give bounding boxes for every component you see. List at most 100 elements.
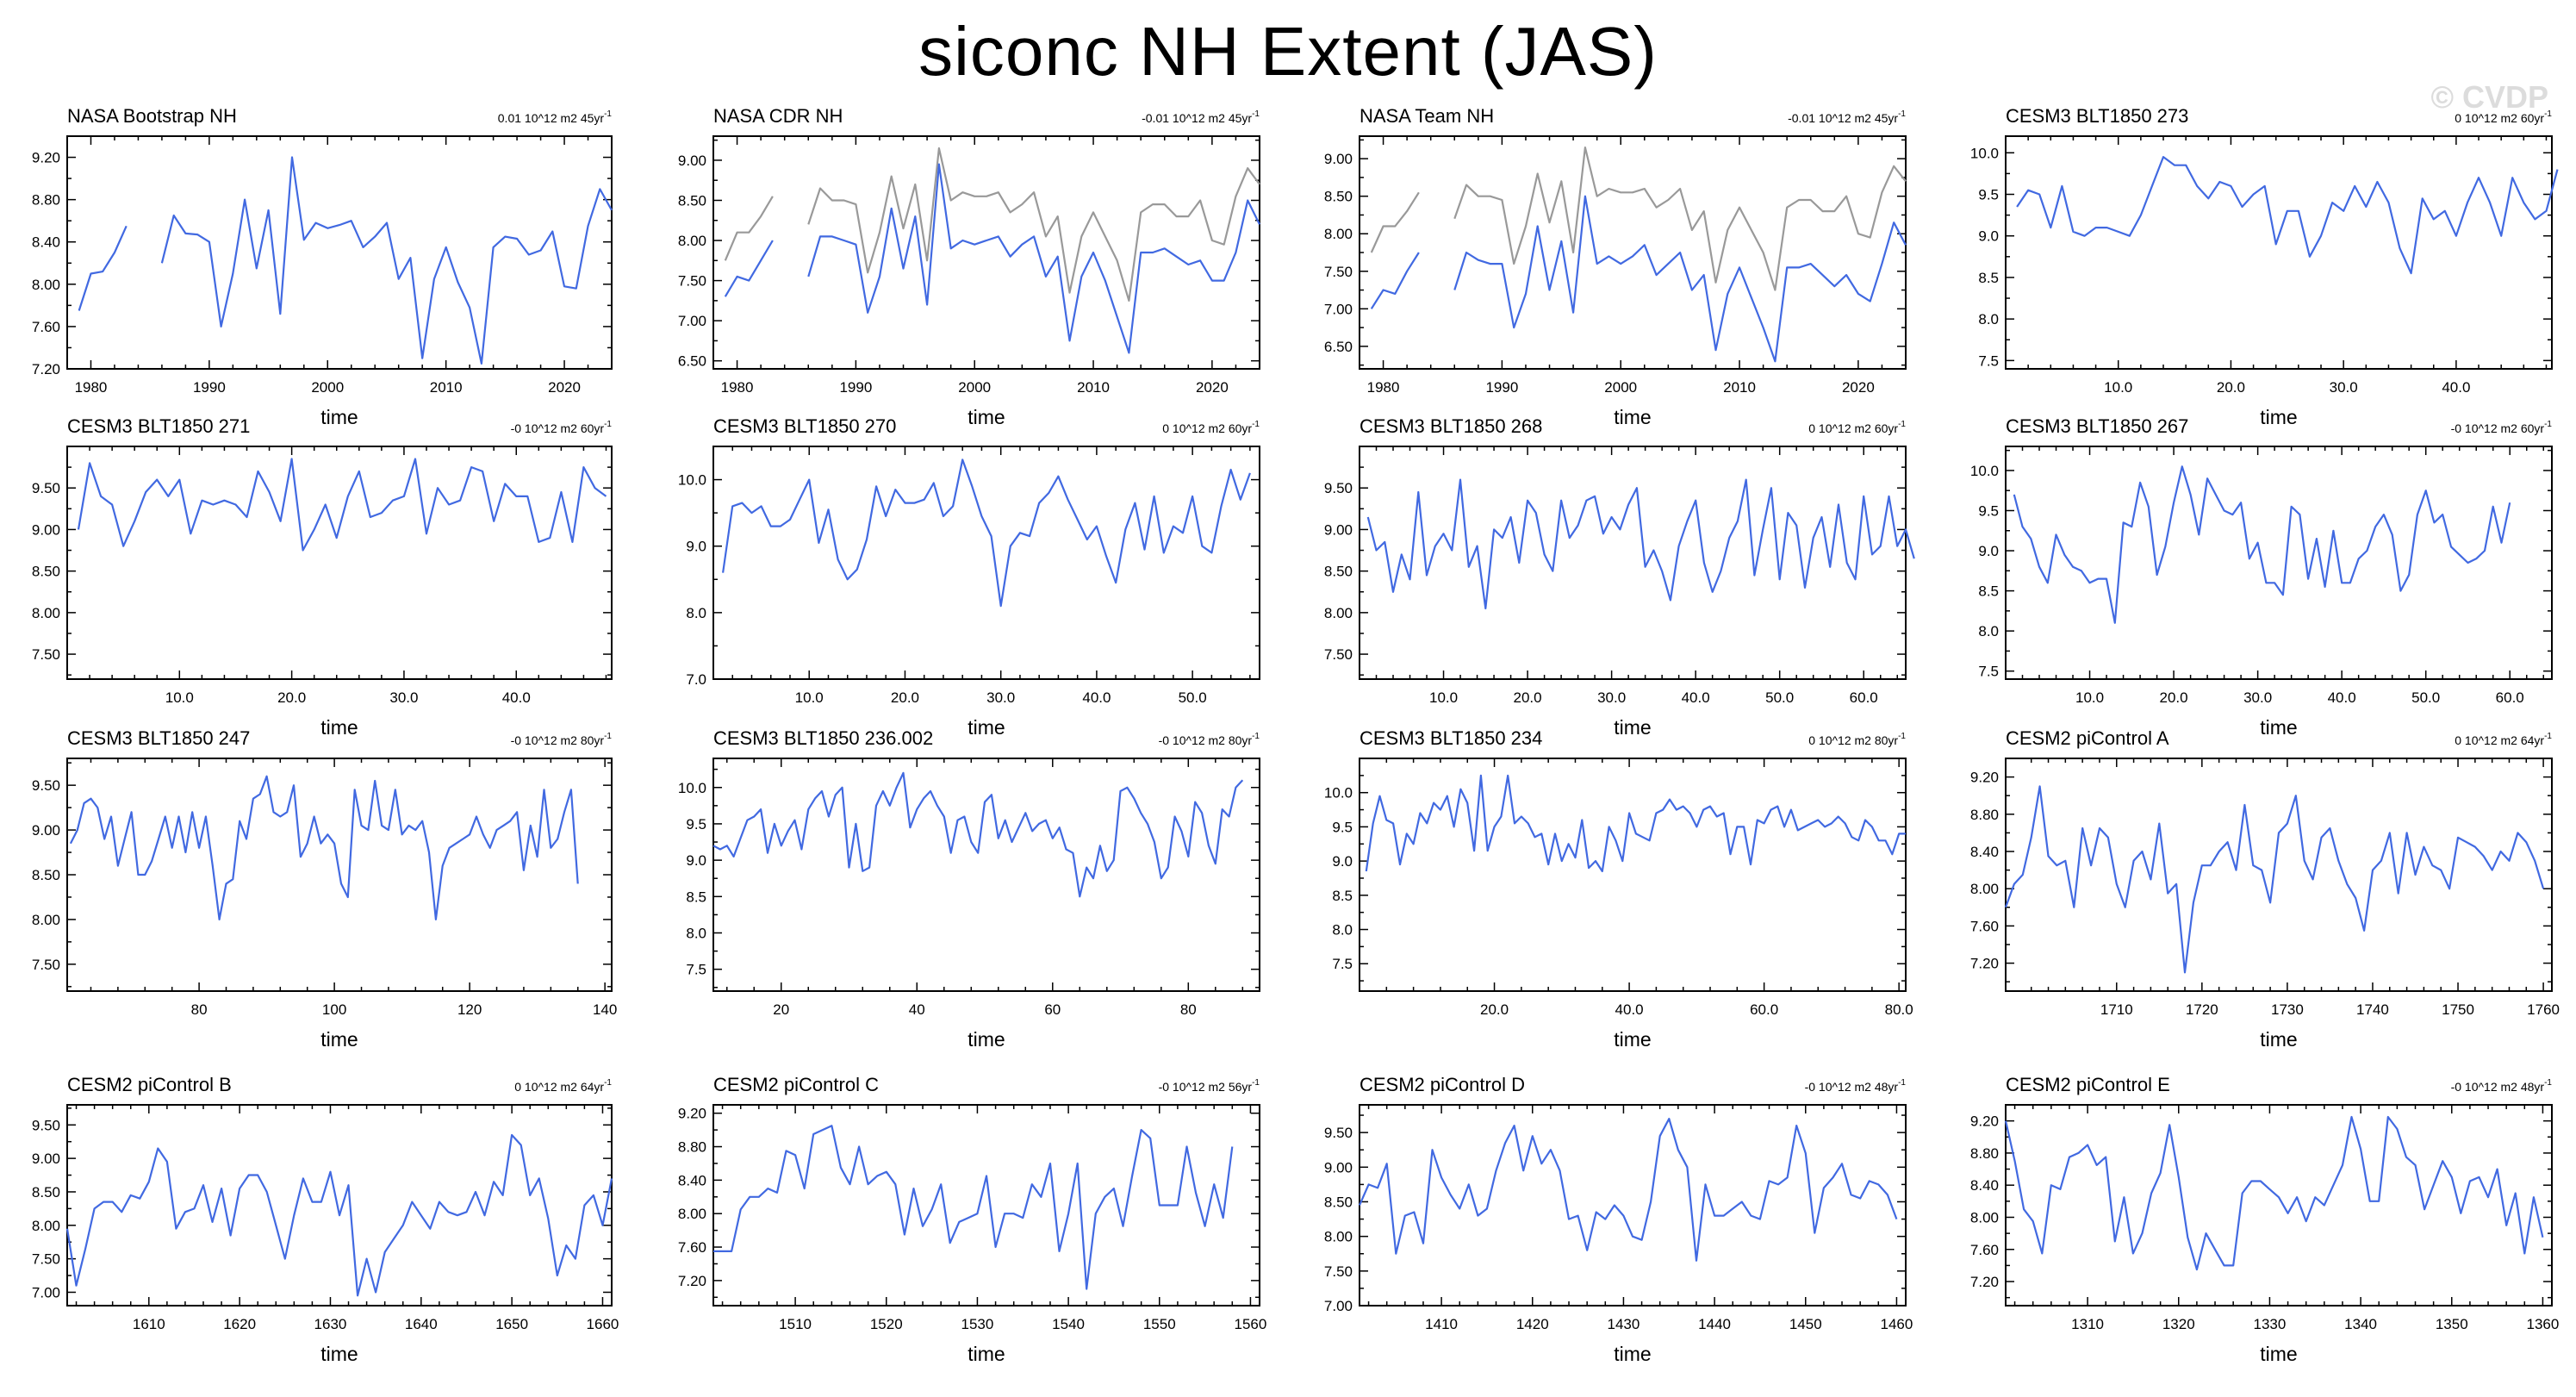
plot-frame: [712, 758, 1260, 992]
x-tick-label: 20: [773, 1001, 789, 1018]
trend-annotation: 0 10^12 m2 64yr-1: [2455, 732, 2552, 747]
x-tick-label: 60: [1044, 1001, 1061, 1018]
plot-frame: [66, 1104, 613, 1307]
y-tick-label: 9.20: [1970, 770, 1999, 786]
y-tick-label: 7.50: [1324, 1263, 1353, 1280]
x-tick-label: 1980: [1367, 379, 1400, 396]
trend-annotation: 0 10^12 m2 80yr-1: [1808, 732, 1906, 747]
panel-title: CESM3 BLT1850 267: [2006, 415, 2188, 437]
plot-frame: [2005, 135, 2553, 370]
y-tick-label: 10.0: [678, 780, 706, 796]
x-axis-label: time: [968, 1343, 1005, 1365]
y-tick-label: 8.00: [1324, 1229, 1353, 1245]
x-tick-label: 1710: [2100, 1001, 2133, 1018]
x-tick-label: 40.0: [1615, 1001, 1644, 1018]
x-tick-label: 30.0: [389, 689, 418, 706]
y-tick-label: 7.20: [1970, 956, 1999, 972]
y-tick-label: 9.00: [32, 822, 60, 839]
x-tick-label: 2020: [1196, 379, 1229, 396]
x-tick-label: 1730: [2271, 1001, 2304, 1018]
trend-annotation-superscript: -1: [2544, 732, 2552, 741]
trend-annotation: 0 10^12 m2 60yr-1: [1808, 420, 1906, 435]
y-tick-label: 8.00: [32, 605, 60, 621]
trend-annotation: -0.01 10^12 m2 45yr-1: [1788, 109, 1906, 125]
y-tick-label: 10.0: [1970, 145, 1999, 161]
series-line: [1365, 774, 1906, 873]
plot-frame: [2005, 758, 2553, 992]
x-tick-label: 2000: [311, 379, 344, 396]
x-tick-label: 20.0: [2160, 689, 2188, 706]
x-tick-label: 50.0: [1179, 689, 1207, 706]
x-tick-label: 80.0: [1885, 1001, 1913, 1018]
series-line-reference: [1370, 147, 1907, 291]
y-tick-label: 9.50: [32, 1117, 60, 1133]
y-tick-label: 8.00: [678, 233, 706, 249]
y-tick-label: 7.00: [32, 1284, 60, 1300]
trend-annotation-superscript: -1: [1898, 1078, 1906, 1088]
y-tick-label: 7.00: [678, 313, 706, 329]
y-tick-label: 8.5: [1978, 270, 1999, 286]
x-tick-label: 1720: [2186, 1001, 2218, 1018]
x-tick-label: 2000: [1604, 379, 1637, 396]
panel-title: CESM3 BLT1850 268: [1360, 415, 1542, 437]
panel-5: CESM3 BLT1850 271 -0 10^12 m2 60yr-1 7.50 8…: [32, 415, 613, 739]
x-tick-label: 1560: [1235, 1316, 1267, 1332]
panel-title: NASA Bootstrap NH: [67, 105, 237, 127]
y-tick-label: 9.50: [1324, 480, 1353, 496]
x-tick-label: 1980: [75, 379, 108, 396]
trend-annotation-superscript: -1: [604, 109, 612, 119]
series-line: [2013, 465, 2511, 624]
series-line: [2004, 1115, 2544, 1271]
panel-8: CESM3 BLT1850 267 -0 10^12 m2 60yr-1 7.5 8.…: [1970, 415, 2553, 739]
y-tick-label: 9.00: [32, 1151, 60, 1167]
trend-annotation-superscript: -1: [604, 732, 612, 741]
y-tick-label: 9.0: [1978, 543, 1999, 559]
series-line: [69, 775, 579, 920]
x-axis-label: time: [1614, 716, 1651, 739]
y-tick-label: 8.0: [686, 926, 706, 942]
trend-annotation-superscript: -1: [2544, 1078, 2552, 1088]
y-tick-label: 9.5: [1978, 187, 1999, 203]
panel-6: CESM3 BLT1850 270 0 10^12 m2 60yr-1 7.0 8.0…: [678, 415, 1260, 739]
x-tick-label: 40.0: [2328, 689, 2356, 706]
x-tick-label: 30.0: [986, 689, 1015, 706]
trend-annotation: -0 10^12 m2 48yr-1: [2451, 1078, 2553, 1094]
panel-title: CESM3 BLT1850 270: [713, 415, 896, 437]
x-tick-label: 1760: [2527, 1001, 2560, 1018]
x-axis-label: time: [1614, 1028, 1651, 1051]
x-axis-label: time: [2260, 1343, 2297, 1365]
x-tick-label: 2020: [1842, 379, 1875, 396]
y-tick-label: 7.60: [32, 319, 60, 335]
x-tick-label: 1540: [1052, 1316, 1085, 1332]
x-tick-label: 20.0: [1480, 1001, 1509, 1018]
y-tick-label: 8.5: [686, 889, 706, 905]
y-tick-label: 7.50: [32, 646, 60, 663]
y-tick-label: 8.00: [32, 912, 60, 928]
x-tick-label: 20.0: [2217, 379, 2245, 396]
y-tick-label: 9.00: [1324, 1159, 1353, 1176]
y-tick-label: 7.5: [1332, 956, 1353, 972]
trend-annotation: -0 10^12 m2 80yr-1: [1159, 732, 1260, 747]
x-tick-label: 1420: [1516, 1316, 1549, 1332]
x-tick-label: 1740: [2356, 1001, 2389, 1018]
x-tick-label: 20.0: [891, 689, 919, 706]
x-tick-label: 120: [457, 1001, 482, 1018]
series-line: [724, 163, 1260, 354]
y-tick-label: 8.00: [32, 1218, 60, 1234]
trend-annotation: -0 10^12 m2 48yr-1: [1805, 1078, 1907, 1094]
y-tick-label: 8.80: [32, 192, 60, 209]
x-tick-label: 60.0: [1750, 1001, 1778, 1018]
trend-annotation-superscript: -1: [604, 1078, 612, 1088]
panel-11: CESM3 BLT1850 234 0 10^12 m2 80yr-1 7.5 8.0…: [1324, 727, 1913, 1051]
y-tick-label: 8.50: [32, 564, 60, 580]
panel-title: CESM3 BLT1850 271: [67, 415, 250, 437]
x-axis-label: time: [320, 1028, 358, 1051]
trend-annotation: -0 10^12 m2 56yr-1: [1159, 1078, 1260, 1094]
y-tick-label: 8.00: [678, 1206, 706, 1222]
cvdp-watermark: © CVDP: [2430, 79, 2548, 115]
x-tick-label: 10.0: [795, 689, 824, 706]
x-tick-label: 40.0: [1082, 689, 1111, 706]
y-tick-label: 7.60: [1970, 918, 1999, 934]
x-axis-label: time: [968, 716, 1005, 739]
y-tick-label: 7.50: [32, 957, 60, 973]
